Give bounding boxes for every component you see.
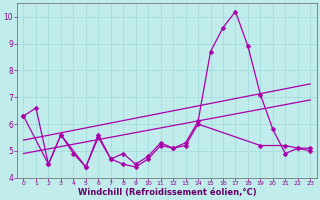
- X-axis label: Windchill (Refroidissement éolien,°C): Windchill (Refroidissement éolien,°C): [77, 188, 256, 197]
